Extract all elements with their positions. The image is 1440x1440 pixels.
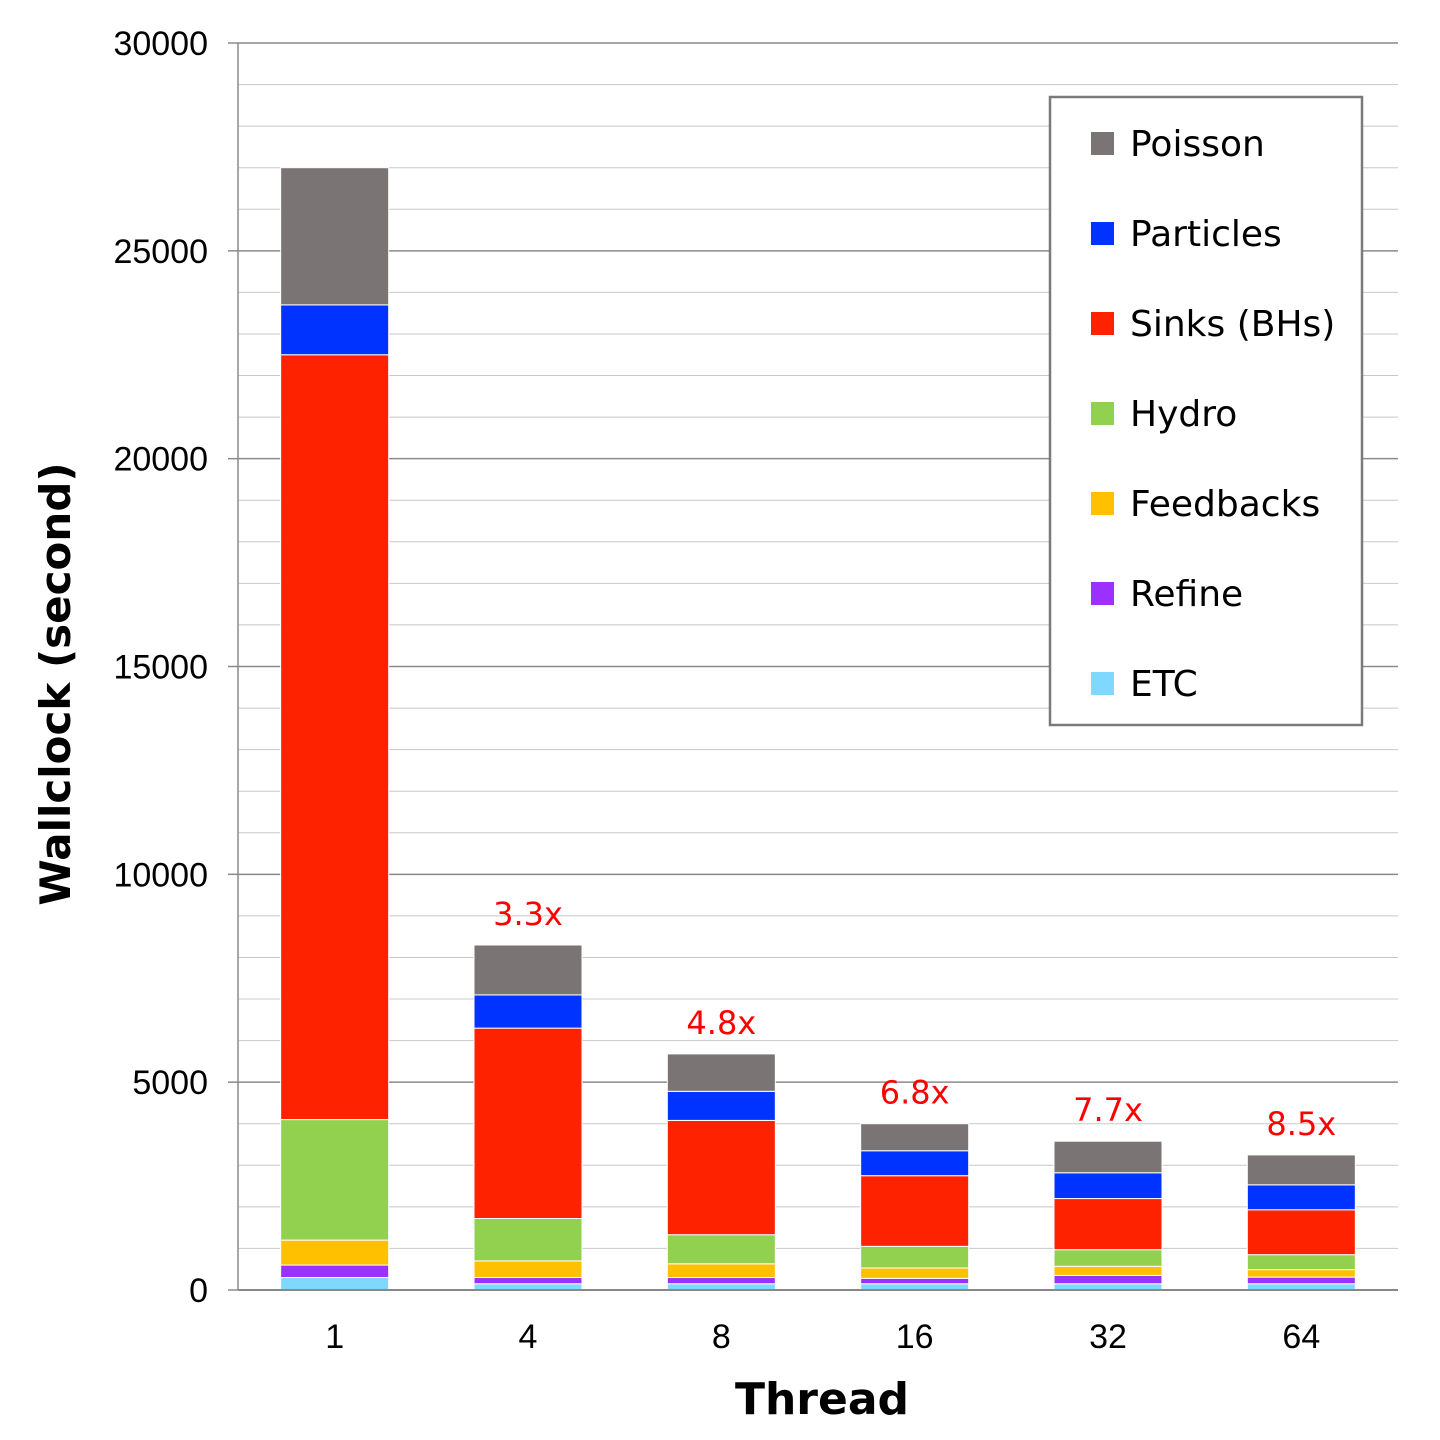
- x-tick-label: 64: [1282, 1318, 1320, 1356]
- y-tick-label: 25000: [113, 233, 208, 271]
- bar-segment-hydro-8: [666, 1234, 776, 1265]
- legend-swatch: [1091, 582, 1114, 605]
- legend-label: Particles: [1130, 214, 1282, 255]
- x-axis-label: Thread: [735, 1374, 909, 1425]
- bar-segment-refine-4: [473, 1277, 583, 1285]
- bar-segment-sinks-bhs-64: [1246, 1209, 1356, 1256]
- bar-segment-poisson-16: [860, 1123, 970, 1152]
- bar-segment-refine-16: [860, 1277, 970, 1285]
- legend-swatch: [1091, 312, 1114, 335]
- legend-swatch: [1091, 402, 1114, 425]
- speedup-label: 6.8x: [880, 1074, 950, 1112]
- legend: Poisson Particles Sinks (BHs) Hydro Feedback…: [1048, 95, 1364, 727]
- y-tick-label: 20000: [113, 441, 208, 479]
- bars: [280, 167, 1356, 1291]
- bar-segment-refine-8: [666, 1277, 776, 1285]
- bar-segment-refine-64: [1246, 1276, 1356, 1285]
- bar-segment-poisson-8: [666, 1053, 776, 1092]
- speedup-annotations: 3.3x 4.8x 6.8x 7.7x 8.5x: [493, 895, 1336, 1143]
- bar-segment-feedbacks-8: [666, 1263, 776, 1279]
- x-tick-label: 4: [519, 1318, 538, 1356]
- bar-segment-refine-1: [280, 1264, 390, 1279]
- bar-segment-feedbacks-4: [473, 1260, 583, 1279]
- x-tick-label: 8: [712, 1318, 731, 1356]
- x-tick-label: 1: [325, 1318, 344, 1356]
- bar-segment-feedbacks-64: [1246, 1269, 1356, 1278]
- y-axis-label: Wallclock (second): [31, 462, 80, 905]
- speedup-label: 8.5x: [1266, 1105, 1336, 1143]
- bar-segment-particles-64: [1246, 1184, 1356, 1211]
- bar-segment-feedbacks-16: [860, 1267, 970, 1279]
- legend-label: ETC: [1130, 664, 1198, 705]
- bar-segment-poisson-32: [1053, 1140, 1163, 1174]
- y-tick-label: 5000: [132, 1064, 208, 1102]
- bar-segment-sinks-bhs-1: [280, 354, 390, 1121]
- x-tick-label: 32: [1089, 1318, 1127, 1356]
- y-tick-label: 15000: [113, 649, 208, 687]
- bar-segment-sinks-bhs-32: [1053, 1198, 1163, 1251]
- speedup-label: 3.3x: [493, 895, 563, 933]
- legend-swatch: [1091, 222, 1114, 245]
- bar-segment-etc-1: [280, 1277, 390, 1291]
- legend-swatch: [1091, 492, 1114, 515]
- legend-label: Sinks (BHs): [1130, 304, 1335, 345]
- bar-segment-particles-4: [473, 994, 583, 1029]
- legend-label: Refine: [1130, 574, 1243, 615]
- bar-segment-hydro-64: [1246, 1254, 1356, 1271]
- bar-segment-hydro-16: [860, 1245, 970, 1269]
- bar-segment-particles-8: [666, 1090, 776, 1121]
- legend-label: Poisson: [1130, 124, 1265, 165]
- legend-swatch: [1091, 672, 1114, 695]
- bar-segment-particles-16: [860, 1150, 970, 1177]
- bar-segment-particles-1: [280, 304, 390, 356]
- bar-segment-poisson-64: [1246, 1154, 1356, 1186]
- x-axis-ticks: 1 4 8 16 32 64: [325, 1318, 1320, 1356]
- bar-segment-refine-32: [1053, 1274, 1163, 1285]
- x-tick-label: 16: [896, 1318, 934, 1356]
- speedup-label: 7.7x: [1073, 1091, 1143, 1129]
- bar-segment-feedbacks-32: [1053, 1265, 1163, 1276]
- bar-segment-poisson-4: [473, 944, 583, 996]
- y-tick-label: 0: [189, 1272, 208, 1310]
- bar-segment-hydro-4: [473, 1218, 583, 1262]
- y-tick-label: 10000: [113, 856, 208, 894]
- bar-segment-feedbacks-1: [280, 1239, 390, 1266]
- speedup-label: 4.8x: [686, 1004, 756, 1042]
- legend-label: Hydro: [1130, 394, 1237, 435]
- y-axis-ticks: 0 5000 10000 15000 20000 25000 30000: [113, 25, 208, 1310]
- bar-segment-sinks-bhs-4: [473, 1027, 583, 1220]
- bar-segment-particles-32: [1053, 1172, 1163, 1200]
- bar-segment-hydro-32: [1053, 1249, 1163, 1267]
- bar-segment-hydro-1: [280, 1119, 390, 1241]
- bar-segment-sinks-bhs-8: [666, 1119, 776, 1236]
- legend-label: Feedbacks: [1130, 484, 1320, 525]
- bar-segment-sinks-bhs-16: [860, 1175, 970, 1247]
- y-tick-label: 30000: [113, 25, 208, 63]
- legend-swatch: [1091, 132, 1114, 155]
- bar-segment-poisson-1: [280, 167, 390, 306]
